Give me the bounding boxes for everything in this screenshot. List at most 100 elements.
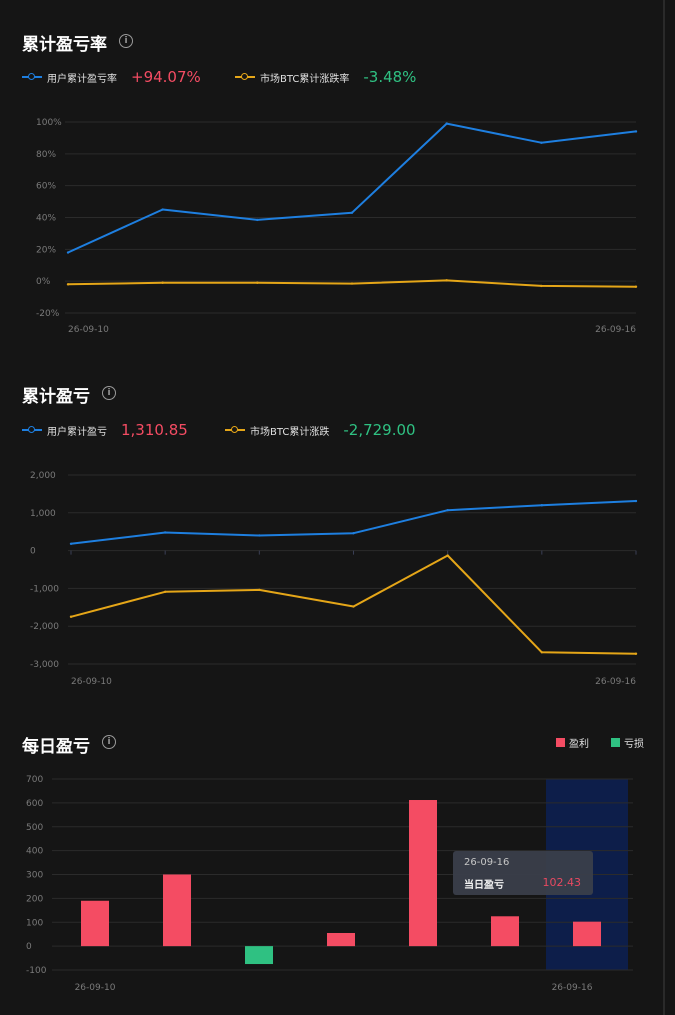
data-point [66,283,70,286]
y-tick-label: 0% [36,277,51,287]
data-point [69,542,73,545]
x-tick-label: 26-09-16 [595,325,636,335]
data-point [634,285,638,288]
daily-legend-loss[interactable]: 亏损 [611,735,644,750]
bar [409,800,437,947]
y-tick-label: 500 [26,823,43,833]
bar [81,900,109,947]
daily-section-title: 每日盈亏 [22,737,90,757]
data-point [540,141,543,144]
data-point [350,211,354,214]
series-line-1 [67,122,637,254]
data-point [258,588,261,592]
data-point [540,504,544,507]
y-tick-label: 20% [36,245,56,255]
y-tick-label: 300 [26,871,43,881]
y-tick-label: -2,000 [30,622,59,632]
bar [327,932,355,947]
line-legend-icon [235,73,255,80]
rate-legend-user[interactable]: 用户累计盈亏率 +94.07% [22,68,201,86]
x-tick-label: 26-09-16 [595,677,636,687]
bar [491,916,519,947]
bar [163,874,191,947]
y-tick-label: 80% [36,150,56,160]
pnl-legend-btc-label: 市场BTC累计涨跌 [250,426,330,438]
bar [573,921,601,947]
line-legend-icon [22,426,42,433]
pnl-info-icon[interactable]: i [102,386,116,400]
data-point [445,279,448,282]
data-point [352,605,355,608]
pnl-legend-btc[interactable]: 市场BTC累计涨跌 -2,729.00 [225,421,416,439]
series-line-2 [70,554,637,655]
pnl-line-chart[interactable]: 2,000 1,000 0 -1,000 -2,000 -3,000 26-09-10 26-… [0,455,660,700]
y-tick-label: 400 [26,847,43,857]
rate-legend-btc-value: -3.48% [363,68,417,86]
daily-info-icon[interactable]: i [102,735,116,749]
data-point [446,508,449,512]
rate-legend-btc[interactable]: 市场BTC累计涨跌率 -3.48% [235,68,416,86]
data-point [256,218,259,222]
data-point [163,590,167,594]
pnl-legend-user[interactable]: 用户累计盈亏 1,310.85 [22,421,188,439]
y-tick-label: 700 [26,775,43,785]
data-point [69,615,73,618]
data-point [445,122,448,125]
y-tick-label: 60% [36,182,56,192]
daily-legend-profit[interactable]: 盈利 [556,735,589,750]
data-point [161,281,164,284]
data-point [66,251,70,254]
data-point [446,554,449,557]
pnl-legend-user-label: 用户累计盈亏 [47,426,107,438]
y-tick-label: -1,000 [30,584,59,594]
y-tick-label: 200 [26,894,43,904]
data-point [161,208,164,211]
data-point [163,531,167,534]
tooltip-label: 当日盈亏 [464,880,504,891]
data-point [634,652,638,655]
y-tick-label: 2,000 [30,471,56,481]
data-point [634,499,638,503]
y-tick-label: 100 [26,918,43,928]
daily-legend-profit-label: 盈利 [569,739,589,750]
chart-tooltip: 26-09-16 当日盈亏 102.43 [453,851,593,895]
data-point [352,532,355,535]
daily-legend-loss-label: 亏损 [624,739,644,750]
loss-swatch-icon [611,738,620,747]
data-point [258,534,261,537]
bar [245,946,273,965]
rate-legend-user-value: +94.07% [131,68,201,86]
data-point [350,282,354,285]
y-tick-label: -100 [26,966,47,976]
data-point [256,281,259,284]
rate-legend-btc-label: 市场BTC累计涨跌率 [260,73,350,85]
line-legend-icon [22,73,42,80]
series-line-1 [70,500,637,545]
y-tick-label: 0 [30,547,36,557]
x-tick-label: 26-09-10 [75,983,116,993]
y-tick-label: 100% [36,118,62,128]
y-tick-label: -3,000 [30,660,59,670]
data-point [540,651,544,654]
pnl-legend-btc-value: -2,729.00 [343,421,416,439]
tooltip-date: 26-09-16 [464,857,510,868]
rate-line-chart[interactable]: 100% 80% 60% 40% 20% 0% -20% 26-09-10 26-09-16 [0,100,660,350]
y-tick-label: 0 [26,942,32,952]
x-tick-label: 26-09-16 [552,983,593,993]
rate-section-title: 累计盈亏率 [22,35,107,55]
rate-legend-user-label: 用户累计盈亏率 [47,73,117,85]
rate-info-icon[interactable]: i [119,34,133,48]
y-tick-label: 40% [36,214,56,224]
data-point [634,130,638,133]
pnl-legend-user-value: 1,310.85 [121,421,188,439]
line-legend-icon [225,426,245,433]
y-tick-label: 1,000 [30,509,56,519]
data-point [540,284,543,288]
x-tick-label: 26-09-10 [68,325,109,335]
y-tick-label: -20% [36,309,60,319]
scrollbar-track[interactable] [663,0,665,1015]
x-tick-label: 26-09-10 [71,677,112,687]
y-tick-label: 600 [26,799,43,809]
tooltip-value: 102.43 [542,876,582,889]
pnl-section-title: 累计盈亏 [22,387,90,407]
